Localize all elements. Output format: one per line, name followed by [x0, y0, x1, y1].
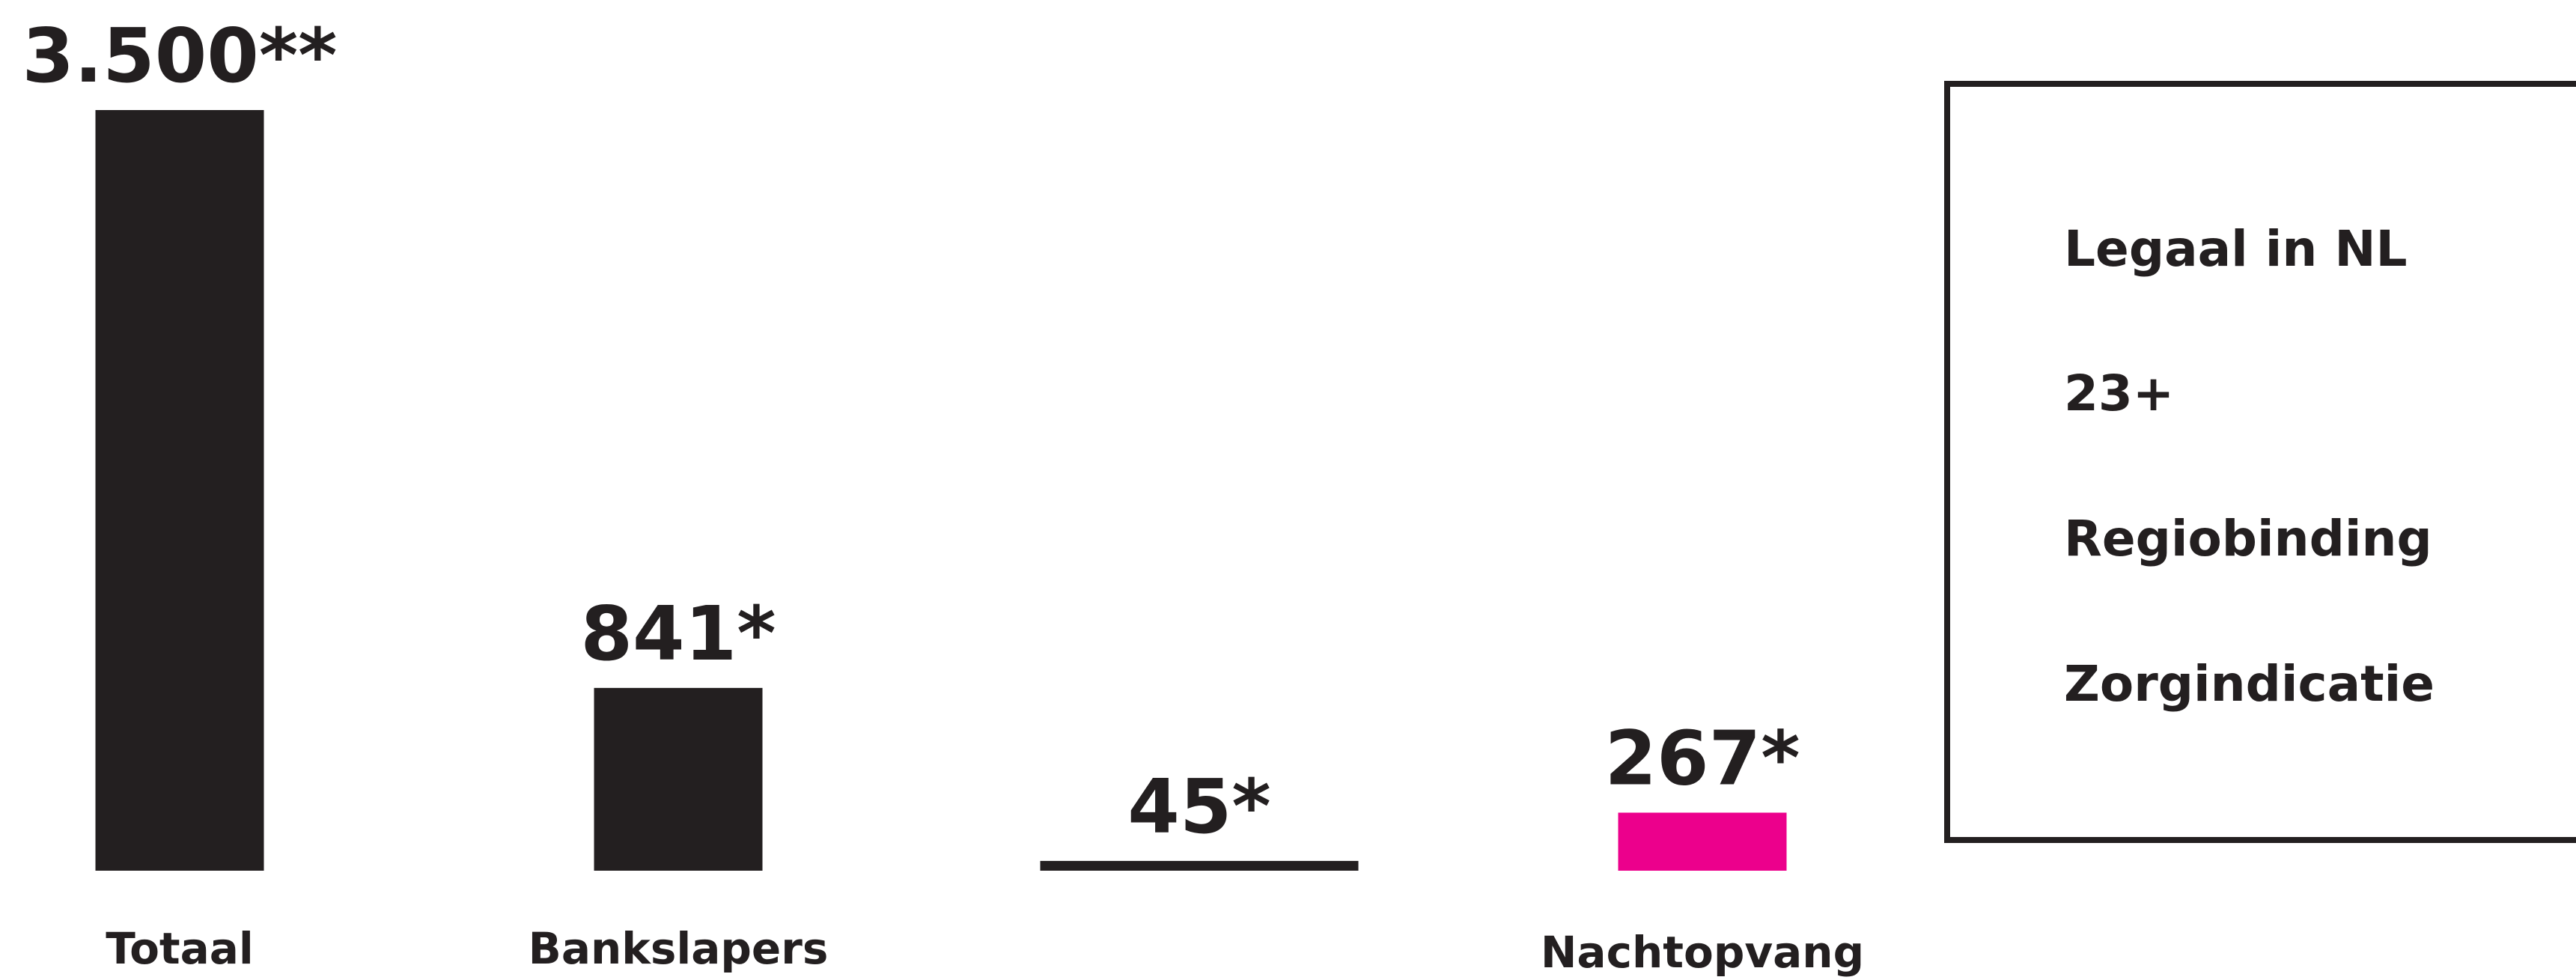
category-label-bankslapers: Bankslapers: [529, 923, 829, 974]
criteria-item-care: Zorgindicatie: [2064, 655, 2435, 713]
criteria-box: [1944, 81, 2576, 843]
value-label-bankslapers: 841*: [580, 590, 776, 678]
value-labels-group: 3.500** 841* 45* 267*: [22, 12, 1800, 850]
bars-group: [95, 110, 1787, 871]
bar-bar-3: [1040, 860, 1359, 871]
criteria-item-legal: Legaal in NL: [2064, 220, 2408, 278]
value-label-nachtopvang: 267*: [1604, 714, 1800, 802]
value-label-totaal: 3.500**: [22, 12, 338, 100]
criteria-item-age: 23+: [2064, 365, 2174, 422]
category-labels-group: Totaal Bankslapers Nachtopvang: [106, 923, 1864, 978]
category-label-nachtopvang: Nachtopvang: [1541, 927, 1864, 978]
criteria-item-region: Regiobinding: [2064, 510, 2432, 567]
bar-nachtopvang: [1618, 812, 1787, 871]
category-label-totaal: Totaal: [106, 923, 254, 974]
bar-bankslapers: [594, 687, 763, 871]
value-label-bar-3: 45*: [1127, 763, 1270, 850]
bar-totaal: [95, 110, 264, 871]
